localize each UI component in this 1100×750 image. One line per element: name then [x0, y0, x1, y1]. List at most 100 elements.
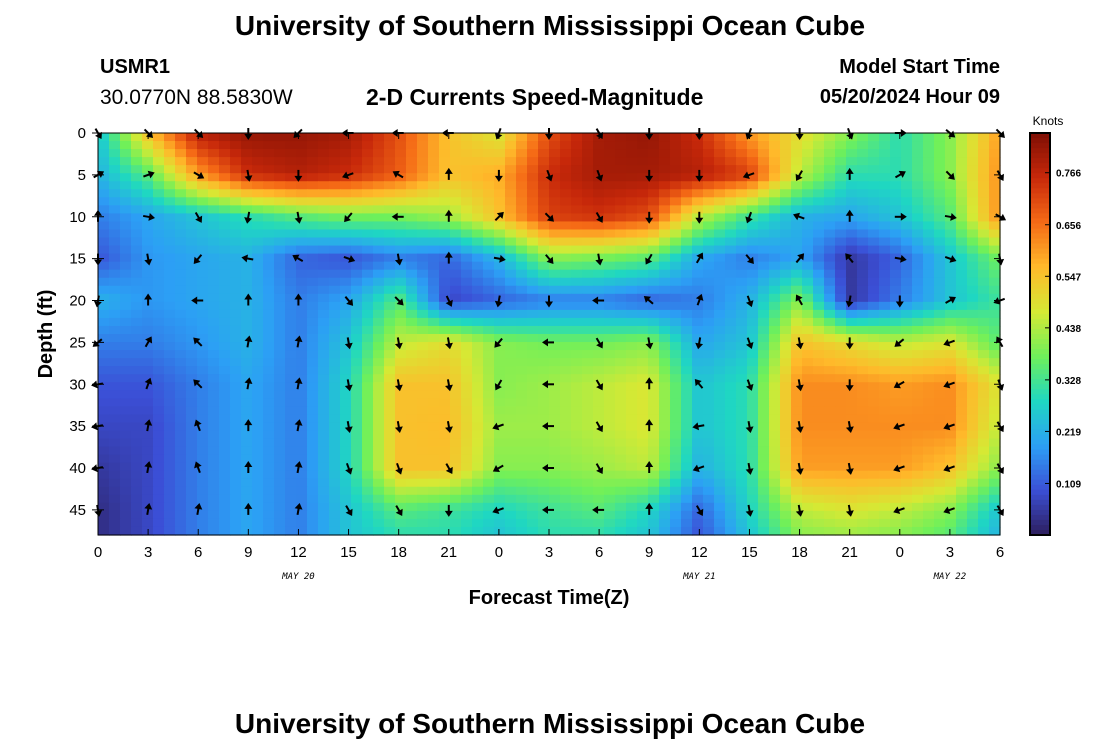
- heatmap-cell: [560, 253, 572, 263]
- current-arrow: [294, 377, 303, 390]
- heatmap-cell: [560, 157, 572, 166]
- heatmap-cell: [571, 446, 583, 456]
- colorbar-segment: [1030, 138, 1050, 144]
- heatmap-cell: [956, 526, 968, 536]
- heatmap-cell: [582, 422, 594, 432]
- heatmap-cell: [241, 422, 253, 432]
- heatmap-cell: [692, 430, 704, 440]
- heatmap-cell: [384, 438, 396, 448]
- heatmap-cell: [835, 446, 847, 456]
- heatmap-cell: [296, 245, 308, 255]
- heatmap-cell: [98, 390, 110, 399]
- current-arrow: [344, 421, 353, 433]
- heatmap-cell: [989, 334, 1001, 343]
- heatmap-cell: [703, 438, 715, 448]
- heatmap-cell: [307, 301, 319, 311]
- heatmap-cell: [527, 149, 539, 158]
- heatmap-cell: [274, 237, 286, 247]
- heatmap-cell: [890, 334, 902, 343]
- heatmap-cell: [340, 141, 352, 150]
- heatmap-cell: [131, 261, 143, 271]
- heatmap-cell: [725, 478, 737, 488]
- heatmap-cell: [527, 317, 539, 327]
- heatmap-cell: [428, 430, 440, 440]
- heatmap-cell: [505, 149, 517, 158]
- heatmap-cell: [681, 221, 693, 231]
- heatmap-cell: [516, 133, 528, 142]
- heatmap-cell: [208, 486, 220, 496]
- heatmap-cell: [934, 358, 946, 367]
- heatmap-cell: [153, 526, 165, 536]
- heatmap-cell: [670, 374, 682, 383]
- heatmap-cell: [637, 189, 649, 198]
- heatmap-cell: [340, 157, 352, 166]
- heatmap-cell: [516, 398, 528, 407]
- heatmap-cell: [285, 141, 297, 150]
- heatmap-cell: [362, 446, 374, 456]
- heatmap-cell: [274, 350, 286, 359]
- heatmap-cell: [846, 269, 858, 279]
- heatmap-cell: [252, 325, 264, 335]
- heatmap-cell: [923, 350, 935, 359]
- heatmap-cell: [835, 301, 847, 311]
- heatmap-cell: [846, 157, 858, 166]
- heatmap-cell: [98, 358, 110, 367]
- heatmap-cell: [989, 398, 1001, 407]
- heatmap-cell: [230, 285, 242, 295]
- heatmap-cell: [527, 221, 539, 231]
- current-arrow: [445, 421, 453, 433]
- heatmap-cell: [164, 325, 176, 335]
- heatmap-cell: [648, 478, 660, 488]
- heatmap-cell: [868, 309, 880, 319]
- heatmap-cell: [890, 205, 902, 214]
- heatmap-cell: [274, 430, 286, 440]
- heatmap-cell: [879, 133, 891, 142]
- heatmap-cell: [164, 213, 176, 223]
- heatmap-cell: [846, 406, 858, 415]
- heatmap-cell: [681, 285, 693, 295]
- heatmap-cell: [956, 478, 968, 488]
- heatmap-cell: [747, 398, 759, 407]
- heatmap-cell: [142, 173, 154, 182]
- heatmap-cell: [604, 213, 616, 223]
- heatmap-cell: [714, 438, 726, 448]
- heatmap-cell: [164, 374, 176, 383]
- heatmap-cell: [703, 446, 715, 456]
- heatmap-cell: [813, 245, 825, 255]
- heatmap-cell: [329, 285, 341, 295]
- heatmap-cell: [428, 173, 440, 182]
- heatmap-cell: [791, 470, 803, 480]
- heatmap-cell: [208, 374, 220, 383]
- heatmap-cell: [428, 374, 440, 383]
- heatmap-cell: [736, 325, 748, 335]
- heatmap-cell: [296, 181, 308, 190]
- heatmap-cell: [395, 366, 407, 375]
- heatmap-cell: [967, 414, 979, 424]
- heatmap-cell: [626, 502, 638, 512]
- heatmap-cell: [505, 301, 517, 311]
- heatmap-cell: [934, 350, 946, 359]
- current-arrow: [394, 379, 403, 392]
- heatmap-cell: [373, 486, 385, 496]
- heatmap-cell: [626, 494, 638, 504]
- heatmap-cell: [714, 342, 726, 351]
- heatmap-cell: [362, 350, 374, 359]
- heatmap-cell: [703, 350, 715, 359]
- heatmap-cell: [252, 390, 264, 399]
- heatmap-cell: [923, 382, 935, 391]
- heatmap-cell: [846, 301, 858, 311]
- colorbar-tick-label: 0.328: [1056, 376, 1081, 387]
- heatmap-cell: [329, 478, 341, 488]
- heatmap-cell: [725, 502, 737, 512]
- heatmap-cell: [153, 502, 165, 512]
- heatmap-cell: [571, 261, 583, 271]
- heatmap-cell: [461, 213, 473, 223]
- heatmap-cell: [824, 269, 836, 279]
- heatmap-cell: [406, 285, 418, 295]
- heatmap-cell: [681, 325, 693, 335]
- heatmap-cell: [395, 325, 407, 335]
- heatmap-cell: [395, 205, 407, 214]
- heatmap-cell: [659, 414, 671, 424]
- heatmap-cell: [703, 269, 715, 279]
- heatmap-cell: [285, 358, 297, 367]
